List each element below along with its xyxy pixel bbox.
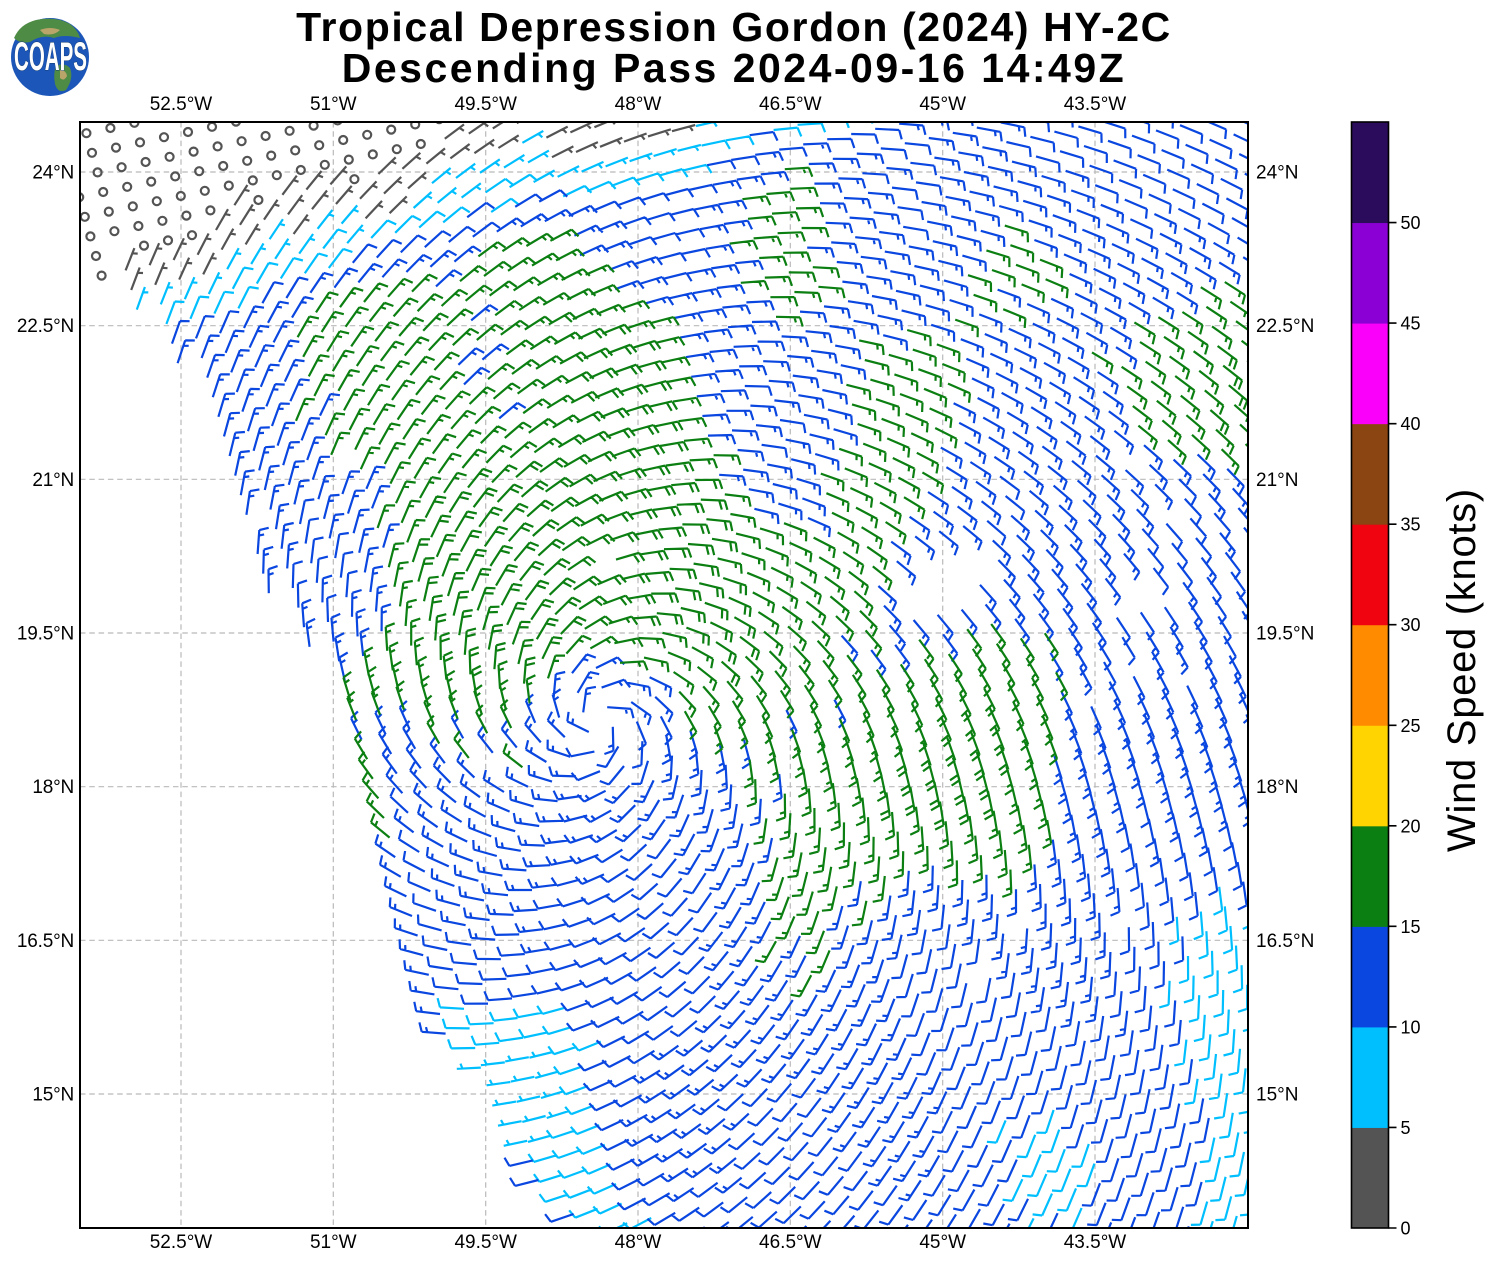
svg-text:45: 45: [1401, 314, 1421, 334]
svg-text:51°W: 51°W: [310, 94, 357, 115]
svg-text:24°N: 24°N: [32, 163, 74, 184]
svg-text:49.5°W: 49.5°W: [454, 1232, 517, 1253]
svg-text:30: 30: [1401, 615, 1421, 635]
svg-text:40: 40: [1401, 414, 1421, 434]
svg-text:0: 0: [1401, 1219, 1411, 1239]
svg-text:15°N: 15°N: [32, 1085, 74, 1106]
svg-text:22.5°N: 22.5°N: [1256, 316, 1314, 337]
svg-text:21°N: 21°N: [32, 470, 74, 491]
svg-text:25: 25: [1401, 716, 1421, 736]
svg-text:15°N: 15°N: [1256, 1085, 1298, 1106]
svg-text:48°W: 48°W: [615, 94, 662, 115]
svg-text:45°W: 45°W: [919, 94, 966, 115]
svg-text:51°W: 51°W: [310, 1232, 357, 1253]
svg-text:43.5°W: 43.5°W: [1064, 94, 1127, 115]
svg-text:Tropical Depression Gordon (20: Tropical Depression Gordon (2024) HY-2C: [296, 4, 1172, 50]
svg-text:52.5°W: 52.5°W: [150, 94, 213, 115]
svg-text:46.5°W: 46.5°W: [759, 1232, 822, 1253]
svg-text:19.5°N: 19.5°N: [1256, 624, 1314, 645]
svg-text:43.5°W: 43.5°W: [1064, 1232, 1127, 1253]
svg-text:Descending Pass 2024-09-16 14:: Descending Pass 2024-09-16 14:49Z: [342, 45, 1126, 91]
svg-text:52.5°W: 52.5°W: [150, 1232, 213, 1253]
svg-text:24°N: 24°N: [1256, 163, 1298, 184]
svg-text:35: 35: [1401, 515, 1421, 535]
svg-text:20: 20: [1401, 816, 1421, 836]
svg-text:19.5°N: 19.5°N: [17, 624, 74, 645]
svg-text:21°N: 21°N: [1256, 470, 1298, 491]
svg-text:22.5°N: 22.5°N: [17, 316, 74, 337]
svg-text:18°N: 18°N: [1256, 777, 1298, 798]
svg-text:50: 50: [1401, 213, 1421, 233]
svg-text:10: 10: [1401, 1017, 1421, 1037]
svg-text:15: 15: [1401, 917, 1421, 937]
svg-text:49.5°W: 49.5°W: [454, 94, 517, 115]
svg-text:48°W: 48°W: [615, 1232, 662, 1253]
svg-text:Wind Speed (knots): Wind Speed (knots): [1440, 488, 1484, 852]
svg-text:46.5°W: 46.5°W: [759, 94, 822, 115]
svg-text:45°W: 45°W: [919, 1232, 966, 1253]
svg-text:18°N: 18°N: [32, 777, 74, 798]
svg-text:COAPS: COAPS: [14, 35, 87, 79]
svg-text:16.5°N: 16.5°N: [1256, 931, 1314, 952]
svg-text:5: 5: [1401, 1118, 1411, 1138]
svg-text:16.5°N: 16.5°N: [17, 931, 74, 952]
